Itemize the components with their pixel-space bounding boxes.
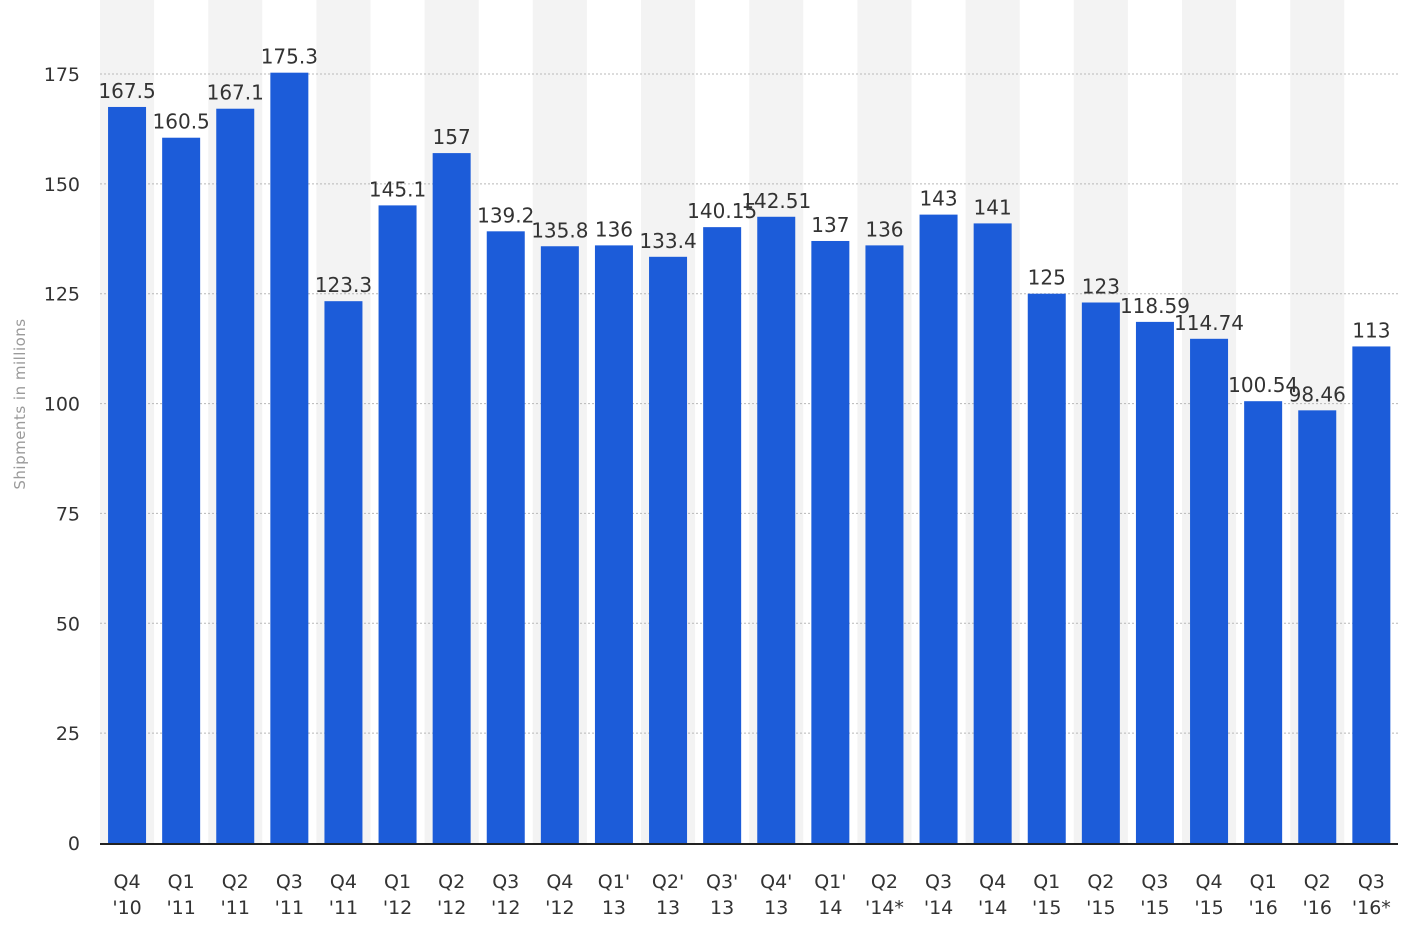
bar	[1298, 410, 1337, 843]
data-label: 133.4	[639, 229, 696, 253]
x-tick-label: Q3'15	[1140, 871, 1169, 919]
y-tick-label: 100	[44, 394, 80, 416]
x-tick-label: Q1'11	[166, 871, 195, 919]
bar	[703, 227, 742, 843]
bar	[757, 216, 796, 844]
y-tick-label: 50	[56, 613, 80, 635]
bar	[1244, 401, 1283, 843]
x-tick-label: Q4'12	[545, 871, 574, 919]
x-tick-label: Q4'14	[978, 871, 1007, 919]
y-axis-title: Shipments in millions	[11, 318, 29, 489]
bar	[649, 256, 688, 844]
x-tick-label: Q3'11	[275, 871, 304, 919]
x-tick-label: Q1'15	[1032, 871, 1061, 919]
data-label: 118.59	[1120, 294, 1190, 318]
bar	[1190, 338, 1229, 843]
bar	[1135, 321, 1174, 843]
x-tick-label: Q1'16	[1248, 871, 1277, 919]
x-tick-label: Q3' 13	[706, 871, 738, 919]
data-label: 160.5	[153, 110, 210, 134]
x-tick-label: Q4' 13	[760, 871, 792, 919]
x-axis-ticks: Q4'10 Q1'11 Q2'11 Q3'11 Q4'11 Q1'12 Q2'12 Q3'12…	[112, 871, 1390, 919]
data-label: 136	[865, 217, 903, 241]
x-tick-label: Q3'14	[924, 871, 953, 919]
data-label: 100.54	[1228, 373, 1298, 397]
x-tick-label: Q2'15	[1086, 871, 1115, 919]
x-tick-label: Q2'16	[1303, 871, 1332, 919]
bar	[865, 245, 904, 843]
bar	[1081, 302, 1120, 843]
data-label: 139.2	[477, 203, 534, 227]
bar	[486, 231, 525, 843]
y-tick-label: 25	[56, 723, 80, 745]
y-tick-label: 0	[68, 833, 80, 855]
data-label: 175.3	[261, 45, 318, 69]
gridlines	[100, 73, 1398, 734]
bar	[378, 205, 417, 843]
x-tick-label: Q3'16*	[1352, 871, 1391, 919]
data-label: 140.15	[687, 199, 757, 223]
data-label: 167.1	[207, 81, 264, 105]
bar	[270, 72, 309, 844]
data-label: 136	[595, 217, 633, 241]
data-label: 114.74	[1174, 311, 1244, 335]
data-label: 123.3	[315, 273, 372, 297]
bar	[162, 137, 201, 843]
bar	[540, 246, 579, 844]
bar	[919, 214, 958, 844]
x-tick-label: Q2'11	[221, 871, 250, 919]
bar	[432, 153, 471, 843]
bars	[108, 72, 1391, 844]
x-tick-label: Q3'12	[491, 871, 520, 919]
y-tick-label: 75	[56, 503, 80, 525]
x-tick-label: Q4'10	[112, 871, 141, 919]
data-label: 123	[1082, 275, 1120, 299]
bar	[811, 240, 850, 844]
data-label: 142.51	[741, 189, 811, 213]
data-labels: 167.5160.5167.1175.3123.3145.1157139.213…	[98, 45, 1390, 407]
y-tick-label: 175	[44, 64, 80, 86]
x-tick-label: Q1'12	[383, 871, 412, 919]
bar	[1027, 293, 1066, 843]
data-label: 137	[811, 213, 849, 237]
x-tick-label: Q1' 14	[814, 871, 846, 919]
x-tick-label: Q2' 13	[652, 871, 684, 919]
data-label: 145.1	[369, 177, 426, 201]
x-tick-label: Q4'11	[329, 871, 358, 919]
data-label: 98.46	[1289, 382, 1346, 406]
data-label: 141	[974, 195, 1012, 219]
bar	[973, 223, 1012, 844]
data-label: 113	[1352, 318, 1390, 342]
data-label: 143	[919, 187, 957, 211]
bar	[594, 245, 633, 843]
x-tick-label: Q2'12	[437, 871, 466, 919]
x-tick-label: Q1' 13	[598, 871, 630, 919]
data-label: 125	[1028, 266, 1066, 290]
y-tick-label: 150	[44, 174, 80, 196]
bar	[324, 301, 363, 843]
data-label: 157	[433, 125, 471, 149]
data-label: 135.8	[531, 218, 588, 242]
y-tick-label: 125	[44, 284, 80, 306]
x-tick-label: Q4'15	[1194, 871, 1223, 919]
bar	[108, 106, 147, 843]
bar	[1352, 346, 1391, 843]
bar	[216, 108, 255, 844]
data-label: 167.5	[98, 79, 155, 103]
x-tick-label: Q2'14*	[865, 871, 904, 919]
y-axis-ticks: 0 25 50 75 100 125 150 175	[44, 64, 80, 855]
